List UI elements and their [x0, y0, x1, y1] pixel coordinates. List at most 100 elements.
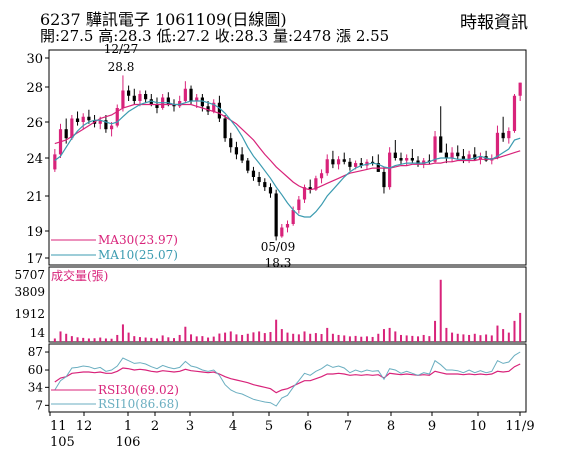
price-tick-label: 19 — [26, 225, 43, 240]
volume-bar — [405, 335, 408, 342]
volume-bar — [246, 333, 249, 342]
date-tick-month: 6 — [304, 419, 312, 434]
candle-body — [353, 163, 358, 167]
price-panel: 30 28 26 24 21 19 17 12/27 28.8 05/09 18.3 MA30(23.… — [26, 42, 522, 270]
volume-bar — [422, 334, 425, 342]
candle-body — [121, 90, 125, 108]
candle-body — [512, 95, 517, 131]
volume-bar — [190, 334, 193, 342]
change-label: 漲 — [336, 27, 352, 45]
price-tick-label: 30 — [26, 52, 43, 67]
candle-body — [456, 152, 460, 157]
candle-body — [399, 158, 403, 161]
volume-bar — [388, 327, 391, 342]
candle-body — [127, 90, 131, 96]
volume-bar — [360, 336, 363, 342]
candle-body — [461, 156, 466, 160]
candle-body — [382, 171, 386, 188]
candle-body — [319, 173, 324, 179]
stock-code: 6237 — [40, 10, 81, 29]
volume-bar — [76, 337, 79, 342]
candle-body — [206, 106, 210, 112]
candle-body — [450, 152, 454, 158]
volume-bar — [201, 336, 204, 342]
candle-body — [172, 104, 176, 107]
volume-bar — [70, 336, 73, 342]
volume-bar — [59, 331, 62, 342]
low-annotation-date: 05/09 — [261, 240, 296, 254]
volume-bar — [87, 338, 90, 342]
candle-body — [183, 88, 187, 101]
volume-bar — [121, 324, 124, 342]
price-tick-label: 17 — [26, 252, 43, 267]
candle-body — [149, 99, 153, 105]
volume-bar — [167, 337, 170, 342]
volume-bar — [485, 334, 488, 342]
volume-panel: 5707 3809 1912 14 成交量(張) — [14, 268, 522, 342]
volume-bar — [241, 334, 244, 342]
volume-bar — [394, 331, 397, 342]
volume-bar — [434, 320, 437, 342]
volume-bar — [93, 338, 96, 342]
rsi30-line — [54, 363, 521, 394]
candle-body — [478, 156, 483, 160]
candle-body — [166, 97, 170, 105]
volume-bar — [280, 329, 283, 342]
candle-body — [331, 159, 335, 165]
candle-body — [473, 154, 477, 160]
date-tick-month: 12 — [76, 419, 93, 434]
volume-bar — [411, 335, 414, 342]
candle-body — [495, 132, 500, 158]
volume-bar — [377, 333, 380, 342]
date-tick-year: 106 — [116, 435, 141, 450]
candle-body — [189, 88, 193, 101]
high-value: 28.3 — [118, 27, 152, 45]
volume-bar — [161, 335, 164, 342]
volume-tick-label: 1912 — [14, 307, 45, 321]
volume-bar — [275, 319, 278, 342]
volume-bar — [468, 334, 471, 342]
date-tick-month: 9 — [428, 419, 436, 434]
volume-bar — [235, 334, 238, 342]
volume-bar — [218, 333, 221, 342]
candle-body — [64, 129, 68, 139]
candle-body — [410, 158, 414, 161]
candle-body — [416, 160, 420, 165]
price-legend-label: MA30(23.97) — [98, 233, 178, 247]
volume-bar — [252, 332, 255, 342]
date-tick-month: 4 — [229, 419, 237, 434]
date-tick-month: 2 — [151, 419, 159, 434]
volume-bar — [150, 337, 153, 342]
volume-bar — [303, 331, 306, 342]
date-tick-month: 7 — [344, 419, 352, 434]
chart-period: (日線圖) — [226, 10, 287, 29]
volume-bar — [337, 334, 340, 342]
candle-body — [467, 154, 471, 160]
candle-body — [200, 97, 204, 107]
candle-body — [336, 159, 341, 165]
candle-body — [178, 101, 182, 107]
open-label: 開: — [40, 27, 61, 45]
volume-bar — [229, 331, 232, 342]
date-tick-month: 11/9 — [505, 419, 534, 434]
volume-bar — [382, 329, 385, 342]
volume-bar — [269, 332, 272, 342]
low-annotation-value: 18.3 — [265, 256, 292, 270]
volume-bar — [365, 336, 368, 342]
candle-body — [388, 152, 392, 188]
candle-body — [302, 187, 307, 200]
volume-bar — [343, 335, 346, 342]
stock-name: 驊訊電子 — [85, 10, 150, 29]
volume-bar — [331, 333, 334, 342]
candle-body — [212, 102, 216, 112]
price-tick-label: 28 — [26, 81, 43, 96]
volume-bar — [65, 333, 68, 342]
candle-body — [98, 120, 102, 124]
volume-bar — [138, 337, 141, 342]
rsi-tick-label: 7 — [35, 398, 43, 412]
close-value: 28.3 — [234, 27, 269, 45]
candle-body — [217, 102, 222, 119]
candle-body — [234, 147, 239, 155]
volume-bar — [173, 338, 176, 342]
